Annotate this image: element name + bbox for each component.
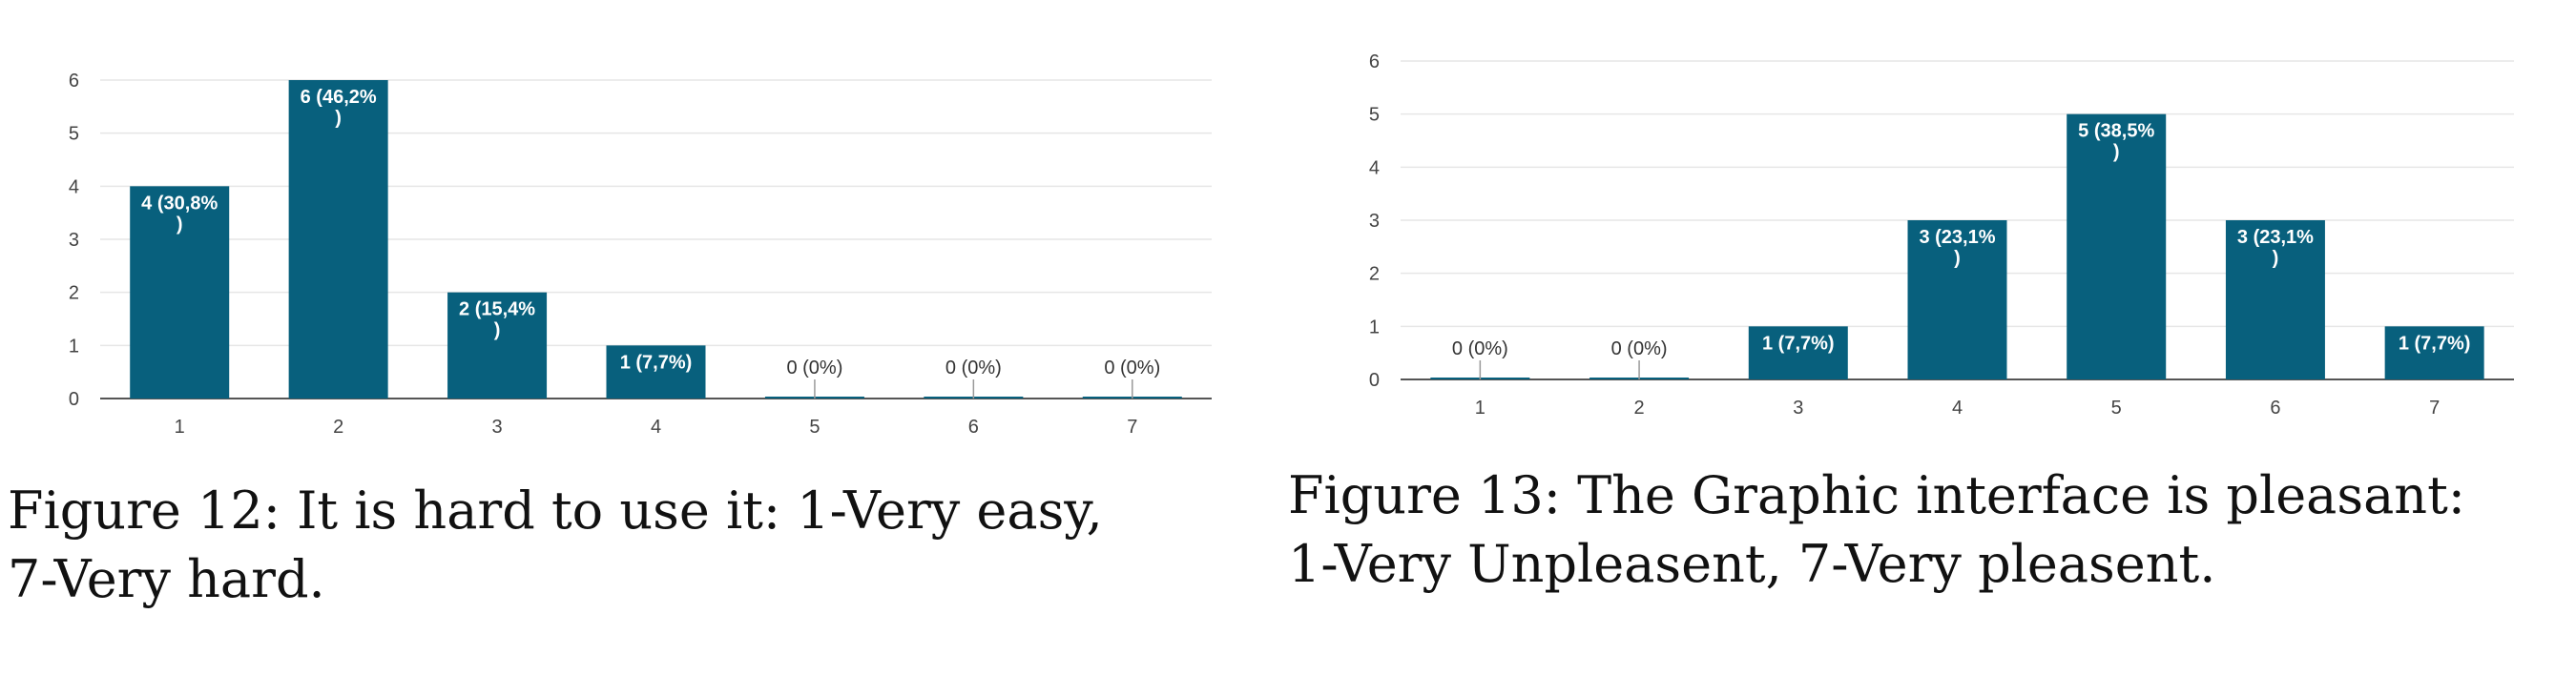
fig13-x-tick-label: 2 <box>1634 398 1645 419</box>
figure-13-caption: Figure 13: The Graphic interface is plea… <box>1288 465 2465 594</box>
fig12-y-tick-label: 6 <box>69 71 79 92</box>
fig12-y-tick-label: 2 <box>69 283 79 304</box>
figure-12: 0 1 2 3 4 5 6 1 4 (30,8%) 2 6 (46,2%) 3 2 (15,4%) 4 1 … <box>0 0 1278 675</box>
fig12-y-tick-label: 0 <box>69 389 79 410</box>
fig13-data-label: ) <box>2273 248 2279 269</box>
fig12-y-tick-label: 5 <box>69 124 79 145</box>
fig12-x-tick-label: 3 <box>492 417 503 438</box>
fig13-data-label: 0 (0%) <box>1452 338 1508 359</box>
fig12-bar-1 <box>130 186 230 399</box>
fig13-x-tick-label: 6 <box>2270 398 2280 419</box>
fig12-x-tick-label: 5 <box>809 417 820 438</box>
fig12-bar-4 <box>606 345 706 399</box>
fig13-y-tick-label: 4 <box>1369 157 1380 178</box>
fig12-x-tick-label: 4 <box>651 417 661 438</box>
fig13-x-tick-label: 5 <box>2111 398 2122 419</box>
fig12-y-tick-label: 1 <box>69 336 79 357</box>
fig13-bar-7 <box>2384 326 2484 379</box>
bar-chart-interface-pleasant: 0 1 2 3 4 5 6 1 0 (0%) 2 0 (0%) 3 1 (7,7%) 4 3 (23,1%)… <box>1369 51 2514 419</box>
fig13-data-label: 0 (0%) <box>1611 338 1668 359</box>
fig12-bar-3 <box>447 292 548 399</box>
fig13-x-tick-label: 7 <box>2429 398 2440 419</box>
fig13-data-label: ) <box>1954 248 1961 269</box>
fig13-data-label: 3 (23,1% <box>1919 227 1995 248</box>
fig13-data-label: ) <box>2113 142 2120 163</box>
figure-13: 0 1 2 3 4 5 6 1 0 (0%) 2 0 (0%) 3 1 (7,7%) 4 3 (23,1%)… <box>1288 0 2576 675</box>
fig12-data-label: 2 (15,4% <box>459 299 535 320</box>
fig13-bar-6 <box>2225 220 2325 379</box>
fig12-x-tick-label: 1 <box>175 417 185 438</box>
fig12-bar-2 <box>288 80 388 399</box>
fig13-bar-3 <box>1748 326 1848 379</box>
fig12-x-tick-label: 7 <box>1127 417 1137 438</box>
fig13-y-tick-label: 6 <box>1369 51 1380 72</box>
fig12-data-label: ) <box>335 108 342 129</box>
fig12-data-label: 0 (0%) <box>786 358 842 378</box>
fig13-y-tick-label: 0 <box>1369 370 1380 391</box>
fig12-y-tick-label: 3 <box>69 230 79 251</box>
fig12-data-label: 4 (30,8% <box>141 193 218 214</box>
fig12-x-tick-label: 2 <box>333 417 343 438</box>
fig13-x-tick-label: 4 <box>1952 398 1963 419</box>
fig12-data-label: 0 (0%) <box>1104 358 1160 378</box>
fig13-y-tick-label: 1 <box>1369 317 1380 338</box>
fig12-data-label: 0 (0%) <box>945 358 1002 378</box>
fig13-bar-5 <box>2067 113 2167 380</box>
fig13-y-tick-label: 3 <box>1369 211 1380 232</box>
figure-12-caption: Figure 12: It is hard to use it: 1-Very … <box>8 481 1103 609</box>
fig13-bar-4 <box>1907 220 2007 379</box>
fig13-y-tick-label: 2 <box>1369 264 1380 285</box>
fig12-y-tick-label: 4 <box>69 176 79 197</box>
fig13-y-tick-label: 5 <box>1369 105 1380 126</box>
fig13-x-tick-label: 1 <box>1475 398 1485 419</box>
bar-chart-hard-to-use: 0 1 2 3 4 5 6 1 4 (30,8%) 2 6 (46,2%) 3 2 (15,4%) 4 1 … <box>69 71 1212 438</box>
fig12-data-label: 1 (7,7%) <box>620 352 693 373</box>
fig12-data-label: 6 (46,2% <box>301 87 377 108</box>
fig13-data-label: 1 (7,7%) <box>2399 333 2471 354</box>
fig12-x-tick-label: 6 <box>968 417 979 438</box>
fig13-data-label: 1 (7,7%) <box>1762 333 1835 354</box>
fig12-data-label: ) <box>494 320 501 341</box>
fig13-data-label: 3 (23,1% <box>2237 227 2314 248</box>
fig13-x-tick-label: 3 <box>1793 398 1803 419</box>
fig13-data-label: 5 (38,5% <box>2078 121 2154 142</box>
fig12-data-label: ) <box>177 214 183 235</box>
